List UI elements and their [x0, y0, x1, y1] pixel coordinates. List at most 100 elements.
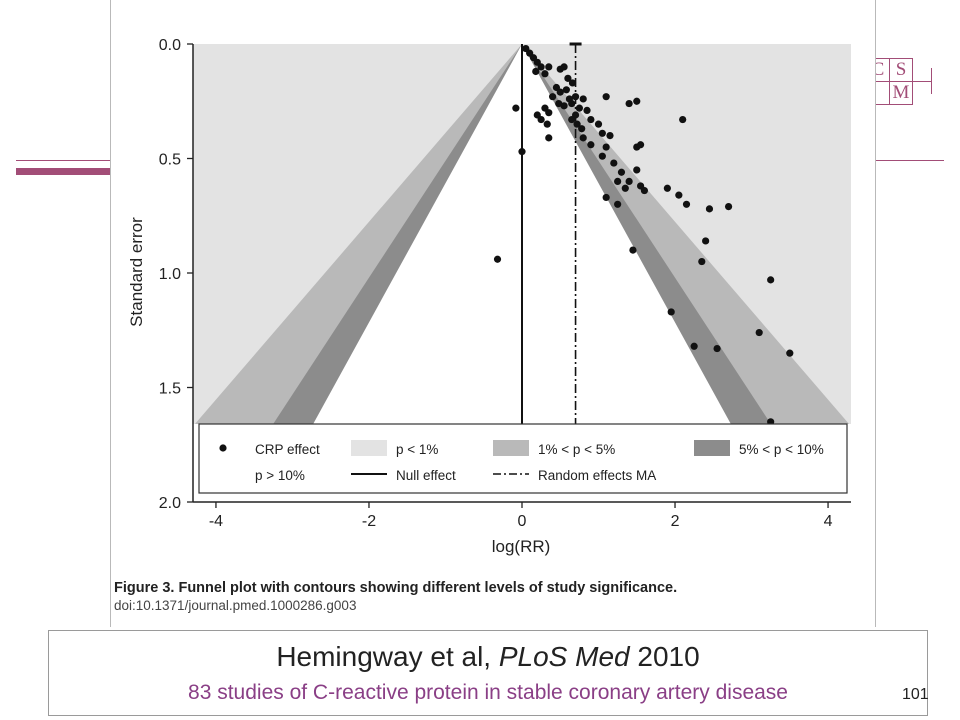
data-point — [549, 93, 557, 101]
data-point — [767, 276, 775, 284]
chart-axes: 0.0 0.5 1.0 1.5 2.0 -4 -2 0 2 4 — [159, 37, 851, 530]
data-point — [537, 63, 545, 71]
data-point — [575, 104, 583, 112]
data-point — [587, 115, 595, 124]
chart-legend: CRP effect p < 1% 1% < p < 5% 5% < p < 10% p… — [198, 423, 848, 494]
x-tick-label: 2 — [671, 513, 680, 530]
y-tick-label: 0.5 — [159, 152, 181, 169]
legend-label: p < 1% — [396, 442, 438, 457]
data-point — [568, 99, 576, 108]
data-point — [512, 104, 520, 112]
legend-label: Random effects MA — [538, 468, 656, 483]
data-point — [560, 63, 568, 71]
data-point — [621, 184, 629, 192]
data-point — [543, 120, 551, 128]
citation-line: Hemingway et al, PLoS Med 2010 — [49, 641, 927, 673]
y-tick-label: 0.0 — [159, 37, 181, 54]
data-point — [786, 349, 794, 357]
legend-label: Null effect — [396, 468, 456, 483]
legend-swatch — [493, 440, 529, 456]
x-tick-label: 0 — [518, 513, 527, 530]
data-point — [587, 141, 595, 149]
data-point — [545, 134, 553, 142]
slide-caption-box: Hemingway et al, PLoS Med 2010 83 studie… — [48, 630, 928, 716]
data-point — [679, 115, 687, 124]
data-point — [568, 115, 576, 124]
data-point — [545, 109, 553, 117]
data-point — [698, 257, 706, 266]
legend-marker-crp — [219, 444, 227, 452]
data-point — [675, 191, 683, 199]
funnel-plot: 0.0 0.5 1.0 1.5 2.0 -4 -2 0 2 4 CRP effect p < 1% 1… — [114, 37, 851, 613]
data-point — [541, 70, 549, 78]
x-tick-label: 4 — [824, 513, 833, 530]
y-tick-label: 1.0 — [159, 266, 181, 283]
data-point — [629, 246, 637, 254]
citation-journal: PLoS Med — [498, 641, 630, 672]
data-point — [537, 115, 545, 124]
legend-label: p > 10% — [255, 468, 305, 483]
figure-doi: doi:10.1371/journal.pmed.1000286.g003 — [114, 598, 356, 613]
data-point — [571, 93, 580, 101]
data-point — [625, 99, 633, 108]
data-point — [602, 193, 610, 202]
data-point — [617, 168, 626, 176]
slide-subtitle: 83 studies of C-reactive protein in stab… — [188, 681, 788, 704]
data-point — [755, 328, 763, 337]
x-tick-label: -2 — [362, 513, 376, 530]
legend-label: CRP effect — [255, 442, 320, 457]
page-number: 101 — [902, 686, 929, 703]
data-point — [636, 182, 645, 190]
legend-label: 5% < p < 10% — [739, 442, 824, 457]
data-point — [532, 67, 540, 76]
data-point — [594, 120, 603, 128]
data-point — [724, 202, 733, 211]
logo-letter-m: M — [889, 81, 913, 105]
citation-year: 2010 — [629, 641, 700, 672]
legend-swatch — [694, 440, 730, 456]
data-point — [493, 255, 502, 263]
data-point — [564, 74, 572, 82]
data-point — [614, 200, 622, 208]
data-point — [713, 344, 721, 353]
figure-panel: 0.0 0.5 1.0 1.5 2.0 -4 -2 0 2 4 CRP effect p < 1% 1… — [110, 0, 876, 627]
data-point — [556, 88, 564, 96]
data-point — [562, 86, 570, 94]
legend-label: 1% < p < 5% — [538, 442, 615, 457]
data-point — [578, 125, 586, 133]
data-point — [702, 237, 710, 245]
y-tick-label: 2.0 — [159, 495, 181, 512]
slide-rule-left-thick — [16, 168, 126, 175]
data-point — [598, 129, 606, 137]
data-point — [560, 102, 568, 110]
data-point — [598, 152, 606, 160]
plot-area — [193, 42, 851, 426]
data-point — [579, 134, 587, 142]
citation-authors: Hemingway et al, — [276, 641, 499, 672]
x-tick-label: -4 — [209, 513, 223, 530]
data-point — [663, 184, 671, 192]
data-point — [602, 93, 610, 101]
data-point — [610, 159, 618, 167]
data-point — [636, 141, 645, 149]
data-point — [682, 200, 691, 208]
data-point — [614, 177, 622, 185]
legend-box — [198, 423, 848, 494]
logo-horizontal-bar — [912, 81, 932, 82]
data-point — [518, 148, 526, 156]
figure-caption: Figure 3. Funnel plot with contours show… — [114, 580, 677, 596]
data-point — [705, 205, 714, 213]
data-point — [625, 177, 633, 185]
slide-rule-left-thin — [16, 160, 126, 161]
data-point — [568, 79, 577, 87]
y-tick-label: 1.5 — [159, 381, 181, 398]
data-point — [667, 308, 675, 316]
data-point — [579, 95, 587, 103]
legend-swatch — [351, 440, 387, 456]
data-point — [545, 63, 553, 71]
data-point — [633, 97, 641, 105]
data-point — [606, 132, 614, 140]
data-point — [690, 342, 698, 350]
data-point — [633, 166, 641, 174]
x-axis-title: log(RR) — [492, 537, 551, 556]
